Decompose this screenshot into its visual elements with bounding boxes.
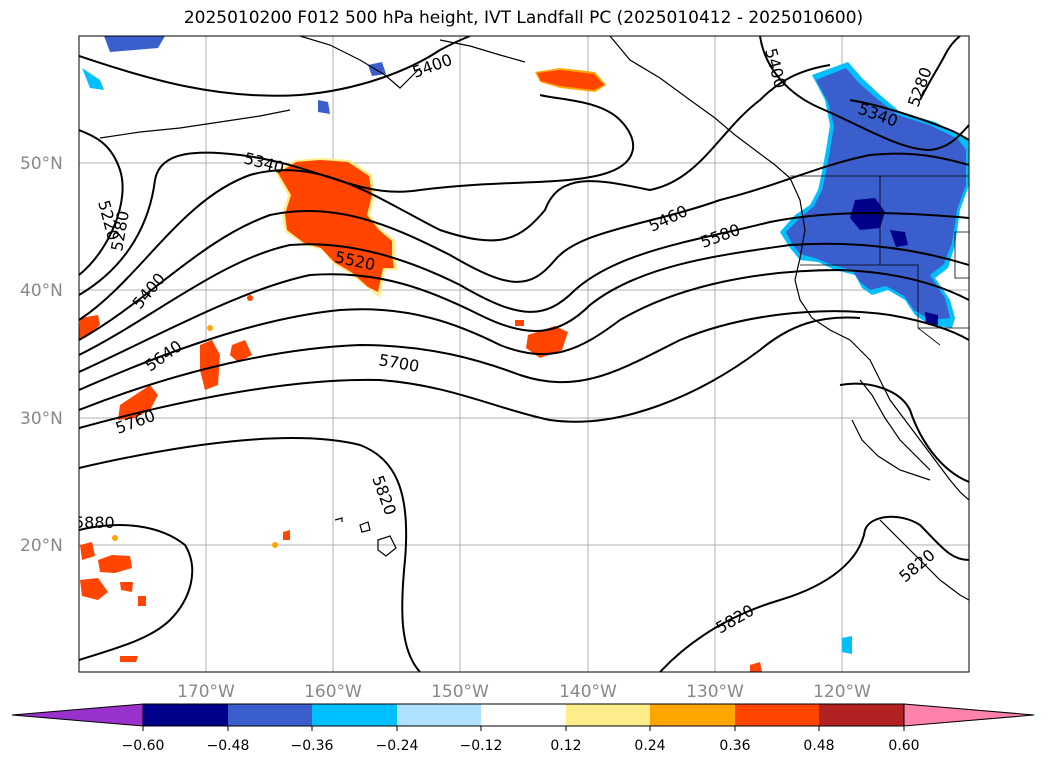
colorbar-bin xyxy=(566,704,650,726)
colorbar-tick: 0.36 xyxy=(719,738,750,754)
lon-label: 150°W xyxy=(431,682,489,702)
lat-label: 50°N xyxy=(20,154,63,174)
lon-label: 130°W xyxy=(686,682,744,702)
colorbar-outline xyxy=(142,703,905,727)
height-contours xyxy=(79,36,969,672)
colorbar-tick: −0.24 xyxy=(376,738,419,754)
colorbar-bin xyxy=(228,704,312,726)
colorbar-tick: −0.60 xyxy=(122,738,165,754)
colorbar-tick: −0.48 xyxy=(207,738,250,754)
colorbar-bin xyxy=(312,704,397,726)
colorbar-bin xyxy=(819,704,904,726)
lat-label: 20°N xyxy=(20,536,63,556)
lon-label: 170°W xyxy=(177,682,235,702)
map-border xyxy=(78,35,970,673)
colorbar-tick: −0.36 xyxy=(291,738,334,754)
colorbar-tick: 0.12 xyxy=(550,738,581,754)
positive-pc-regions xyxy=(79,68,762,672)
colorbar-bin xyxy=(481,704,566,726)
lon-label: 140°W xyxy=(559,682,617,702)
colorbar-tick: 0.60 xyxy=(888,738,919,754)
latitude-labels: 50°N 40°N 30°N 20°N xyxy=(20,154,63,556)
longitude-labels: 170°W 160°W 150°W 140°W 130°W 120°W xyxy=(177,682,871,702)
colorbar-tick: −0.12 xyxy=(460,738,503,754)
lat-label: 40°N xyxy=(20,281,63,301)
colorbar: −0.60 −0.48 −0.36 −0.24 −0.12 0.12 0.24 … xyxy=(11,703,1035,754)
colorbar-bin xyxy=(650,704,735,726)
contour-label: 5880 xyxy=(74,513,115,532)
colorbar-bin xyxy=(143,704,228,726)
colorbar-bin xyxy=(397,704,481,726)
colorbar-tick: 0.48 xyxy=(803,738,834,754)
map-title: 2025010200 F012 500 hPa height, IVT Land… xyxy=(183,8,864,28)
colorbar-extend-min xyxy=(11,703,144,727)
colorbar-tick: 0.24 xyxy=(634,738,665,754)
colorbar-bin xyxy=(735,704,819,726)
lon-label: 120°W xyxy=(813,682,871,702)
coastlines xyxy=(99,36,969,601)
colorbar-extend-max xyxy=(903,703,1035,727)
lon-label: 160°W xyxy=(304,682,362,702)
lat-label: 30°N xyxy=(20,409,63,429)
map-frame xyxy=(79,36,969,672)
